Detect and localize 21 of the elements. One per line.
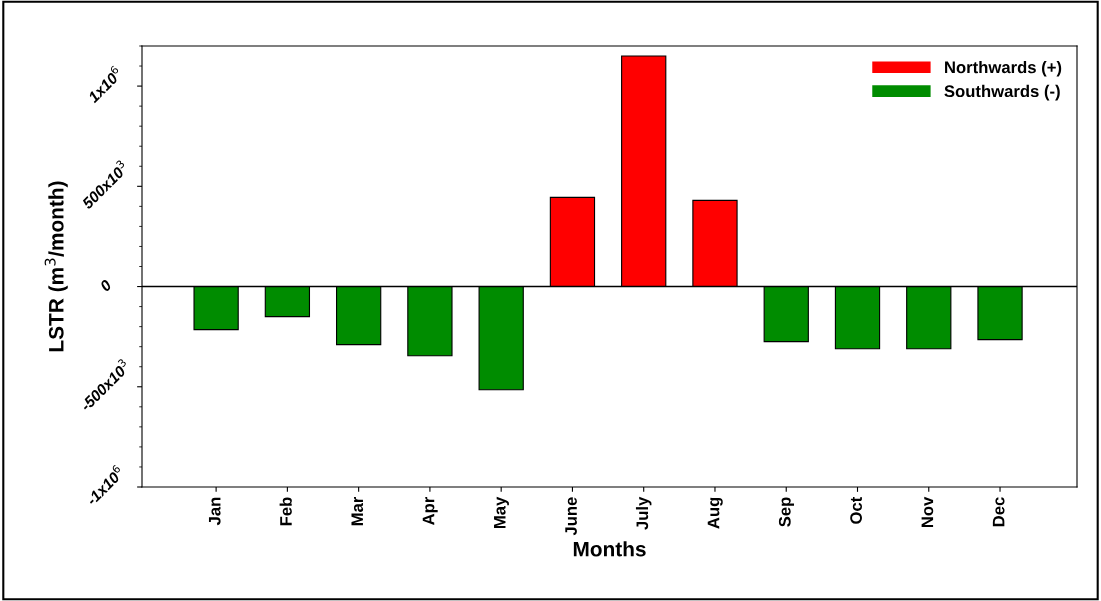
x-tick-label: Sep xyxy=(778,497,795,527)
x-tick-label: July xyxy=(635,496,652,530)
legend-label: Southwards (-) xyxy=(944,84,1060,101)
y-tick-label: 0 xyxy=(99,278,113,292)
x-axis-title: Months xyxy=(573,541,646,557)
x-tick-label: Dec xyxy=(992,497,1005,527)
x-tick-label: Oct xyxy=(850,496,862,524)
y-axis-title: LSTR (m$^{3}$/month) xyxy=(44,181,68,352)
x-tick-label: Mar xyxy=(351,496,364,526)
x-tick-label: Jan xyxy=(208,497,221,526)
y-tick-label: 1x10$^{6}$ xyxy=(85,65,124,104)
x-tick-label: Aug xyxy=(707,497,723,529)
legend-label: Northwards (+) xyxy=(945,61,1062,77)
y-tick-label: -1x10$^{6}$ xyxy=(83,464,126,506)
x-tick-label: Feb xyxy=(279,497,292,526)
x-tick-label: Apr xyxy=(422,496,438,526)
x-tick-label: Nov xyxy=(921,496,934,528)
x-tick-label: June xyxy=(565,497,577,536)
y-tick-label: -500x10$^{3}$ xyxy=(77,358,131,412)
y-tick-label: 500x10$^{3}$ xyxy=(79,159,130,210)
x-tick-label: May xyxy=(494,496,509,529)
